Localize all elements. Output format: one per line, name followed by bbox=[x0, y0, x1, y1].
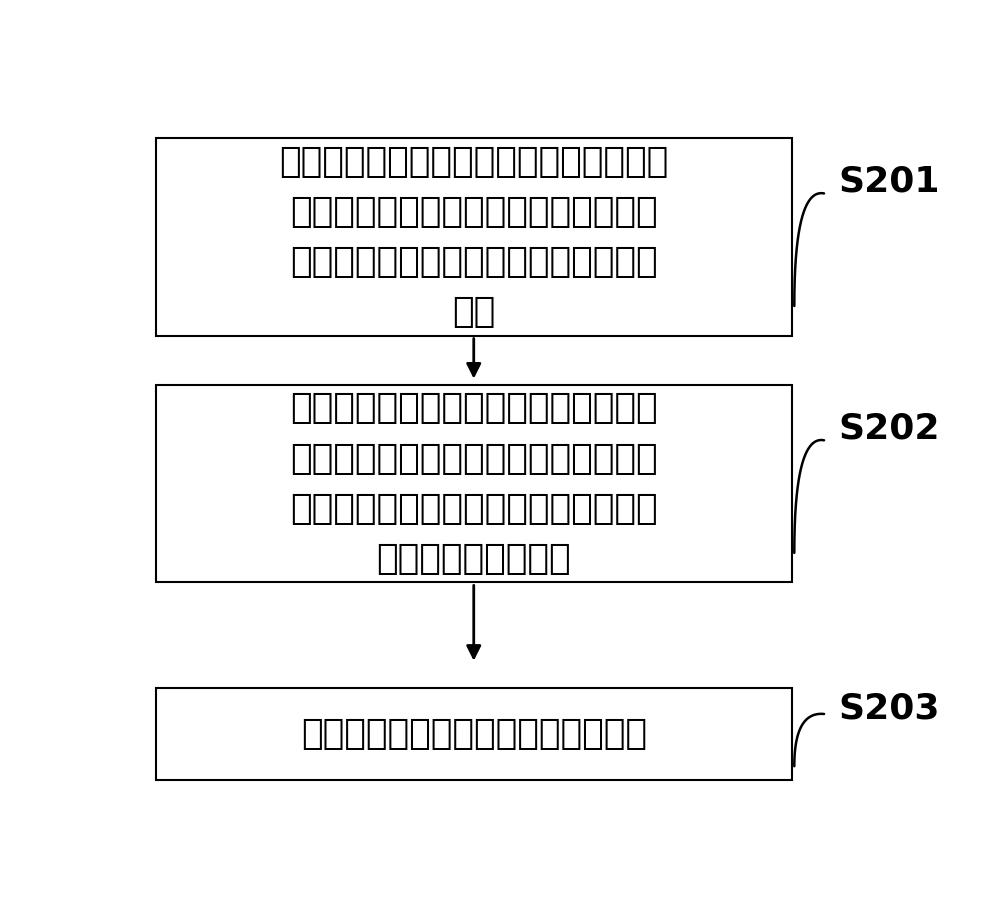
Text: S203: S203 bbox=[838, 692, 940, 725]
Text: S201: S201 bbox=[838, 165, 940, 199]
Text: 根据模拟驾驶操作指令控制车辆运行: 根据模拟驾驶操作指令控制车辆运行 bbox=[301, 717, 647, 751]
Text: 当车辆的状态信息满足预设条件时，向中
控设备发送远程控制请求消息，该远程
控制请求消息用于请求对车辆进行远程
控制: 当车辆的状态信息满足预设条件时，向中 控设备发送远程控制请求消息，该远程 控制请… bbox=[279, 145, 668, 329]
Text: 接收中控设备发送的远程控制消息，远
程控制消息中包括模拟驾驶操作指令，
驾驶操作指令用于模拟控制人员对模拟
驾驶座舱的驾驶操作: 接收中控设备发送的远程控制消息，远 程控制消息中包括模拟驾驶操作指令， 驾驶操作… bbox=[290, 391, 658, 576]
Text: S202: S202 bbox=[838, 411, 940, 445]
FancyBboxPatch shape bbox=[156, 688, 792, 780]
FancyBboxPatch shape bbox=[156, 385, 792, 583]
FancyBboxPatch shape bbox=[156, 138, 792, 335]
